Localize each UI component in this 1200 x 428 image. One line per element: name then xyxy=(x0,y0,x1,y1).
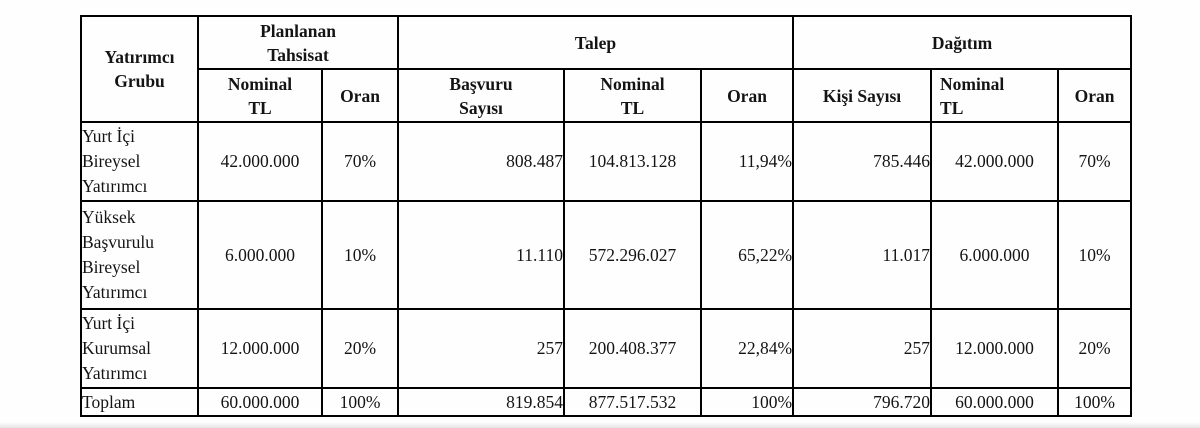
header-distribution: Dağıtım xyxy=(792,15,1133,70)
cell-person-count: 257 xyxy=(792,308,933,389)
cell-demand-ratio: 11,94% xyxy=(699,121,795,202)
header-demand-nominal-tl: Nominal TL xyxy=(563,68,702,123)
cell-demand-ratio: 22,84% xyxy=(699,308,795,389)
header-demand-ratio: Oran xyxy=(699,68,795,123)
cell-demand-nominal: 877.517.532 xyxy=(563,387,702,417)
cell-planned-nominal: 12.000.000 xyxy=(197,308,323,389)
header-distribution-ratio: Oran xyxy=(1057,68,1133,123)
row-label: Yurt İçi Bireysel Yatırımcı xyxy=(80,121,199,202)
header-distribution-nominal-tl: Nominal TL xyxy=(930,68,1060,123)
cell-distribution-ratio: 100% xyxy=(1057,387,1133,417)
header-planned-ratio: Oran xyxy=(321,68,399,123)
cell-distribution-ratio: 70% xyxy=(1057,121,1133,202)
cell-distribution-nominal: 60.000.000 xyxy=(930,387,1060,417)
header-investor-group: Yatırımcı Grubu xyxy=(80,15,199,123)
scan-shadow xyxy=(0,422,1200,428)
cell-demand-nominal: 200.408.377 xyxy=(563,308,702,389)
cell-application-count: 11.110 xyxy=(397,200,565,310)
cell-demand-nominal: 572.296.027 xyxy=(563,200,702,310)
table-row-domestic-institutional: Yurt İçi Kurumsal Yatırımcı 12.000.000 2… xyxy=(80,308,1133,389)
row-label: Yüksek Başvurulu Bireysel Yatırımcı xyxy=(80,200,199,310)
cell-planned-nominal: 60.000.000 xyxy=(197,387,323,417)
cell-application-count: 808.487 xyxy=(397,121,565,202)
cell-planned-ratio: 10% xyxy=(321,200,399,310)
header-planned-allocation: Planlanan Tahsisat xyxy=(197,15,399,70)
cell-distribution-ratio: 20% xyxy=(1057,308,1133,389)
cell-planned-nominal: 42.000.000 xyxy=(197,121,323,202)
cell-person-count: 785.446 xyxy=(792,121,933,202)
table-row-total: Toplam 60.000.000 100% 819.854 877.517.5… xyxy=(80,387,1133,417)
cell-person-count: 796.720 xyxy=(792,387,933,417)
cell-person-count: 11.017 xyxy=(792,200,933,310)
cell-distribution-nominal: 12.000.000 xyxy=(930,308,1060,389)
cell-planned-ratio: 20% xyxy=(321,308,399,389)
header-demand: Talep xyxy=(396,15,795,70)
table-row-high-application-individual: Yüksek Başvurulu Bireysel Yatırımcı 6.00… xyxy=(80,200,1133,310)
table-body: Yurt İçi Bireysel Yatırımcı 42.000.000 7… xyxy=(80,121,1133,417)
cell-application-count: 257 xyxy=(397,308,565,389)
header-planned-nominal-tl: Nominal TL xyxy=(197,68,323,123)
header-group-row: Yatırımcı Grubu Planlanan Tahsisat Talep… xyxy=(80,15,1133,123)
table-header: Yatırımcı Grubu Planlanan Tahsisat Talep… xyxy=(80,15,1133,123)
cell-distribution-nominal: 42.000.000 xyxy=(930,121,1060,202)
row-label: Yurt İçi Kurumsal Yatırımcı xyxy=(80,308,199,389)
cell-planned-ratio: 70% xyxy=(321,121,399,202)
row-label-total: Toplam xyxy=(80,387,199,417)
cell-distribution-ratio: 10% xyxy=(1057,200,1133,310)
cell-demand-ratio: 65,22% xyxy=(699,200,795,310)
cell-demand-nominal: 104.813.128 xyxy=(563,121,702,202)
header-application-count: Başvuru Sayısı xyxy=(397,68,565,123)
table-row-domestic-individual: Yurt İçi Bireysel Yatırımcı 42.000.000 7… xyxy=(80,121,1133,202)
header-sub-row: Nominal TL Oran Başvuru Sayısı Nominal T… xyxy=(81,68,1133,123)
cell-distribution-nominal: 6.000.000 xyxy=(930,200,1060,310)
header-person-count: Kişi Sayısı xyxy=(792,68,933,123)
allocation-table: Yatırımcı Grubu Planlanan Tahsisat Talep… xyxy=(80,15,1133,417)
cell-planned-ratio: 100% xyxy=(321,387,399,417)
cell-application-count: 819.854 xyxy=(397,387,565,417)
cell-demand-ratio: 100% xyxy=(699,387,795,417)
cell-planned-nominal: 6.000.000 xyxy=(197,200,323,310)
